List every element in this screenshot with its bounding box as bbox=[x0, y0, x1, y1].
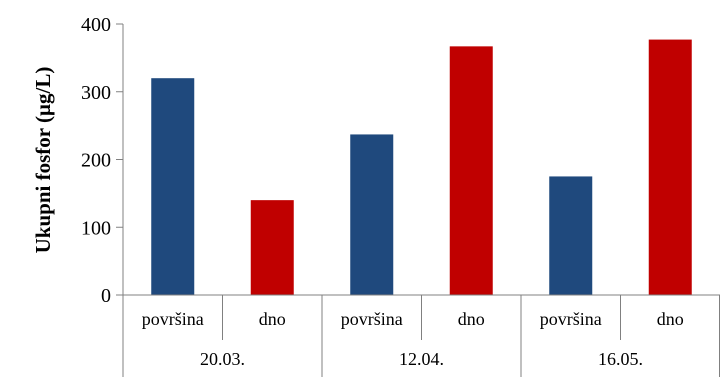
x-category-label: dno bbox=[458, 309, 485, 329]
y-tick-label: 300 bbox=[81, 82, 111, 104]
y-axis-title: Ukupni fosfor (µg/L) bbox=[31, 67, 55, 254]
x-group-label: 12.04. bbox=[399, 349, 444, 369]
x-category-label: dno bbox=[657, 309, 684, 329]
y-tick-label: 100 bbox=[81, 217, 111, 239]
bar-2003-dno bbox=[250, 200, 294, 295]
bar-1204-dno bbox=[449, 46, 493, 295]
y-axis: 0 100 200 300 400 bbox=[81, 14, 123, 307]
x-category-label: površina bbox=[142, 309, 204, 329]
bar-1605-dno bbox=[648, 39, 692, 295]
bars-layer bbox=[151, 39, 692, 295]
x-axis: površina dno 20.03. površina dno 12.04. površi… bbox=[122, 295, 720, 377]
x-category-label: površina bbox=[540, 309, 602, 329]
y-tick-label: 0 bbox=[101, 285, 111, 307]
x-group-label: 16.05. bbox=[598, 349, 643, 369]
y-tick-label: 200 bbox=[81, 150, 111, 172]
bar-2003-povrsina bbox=[151, 78, 195, 295]
x-group-label: 20.03. bbox=[200, 349, 245, 369]
axes-layer bbox=[122, 24, 720, 296]
bar-1605-povrsina bbox=[549, 176, 593, 295]
x-category-label: dno bbox=[259, 309, 286, 329]
bar-1204-povrsina bbox=[350, 134, 394, 295]
x-category-label: površina bbox=[341, 309, 403, 329]
y-tick-label: 400 bbox=[81, 14, 111, 36]
